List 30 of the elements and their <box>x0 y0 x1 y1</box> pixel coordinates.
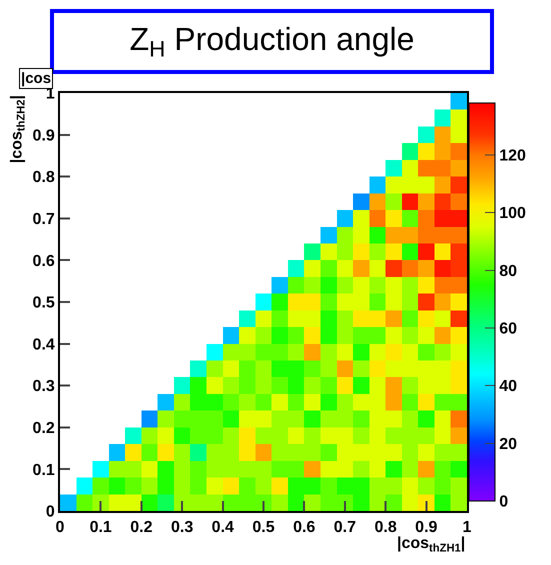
y-tick-label: 0.7 <box>32 211 55 228</box>
chart-title: Z$_{H}$ Production angle <box>130 21 414 62</box>
color-bar-label: 20 <box>499 436 518 453</box>
y-tick-label: 0.1 <box>32 462 55 479</box>
color-bar-label: 60 <box>499 320 518 338</box>
y-tick-label: 0.5 <box>32 294 55 312</box>
y-tick-label: 0.6 <box>32 252 55 270</box>
color-bar-label: 120 <box>499 148 526 165</box>
x-tick-label: 1 <box>462 519 472 536</box>
y-tick-label: 0.2 <box>32 420 55 437</box>
color-bar-label: 0 <box>499 494 508 511</box>
y-tick-label: 0.3 <box>32 378 55 396</box>
x-tick-label: 0.8 <box>374 519 397 536</box>
x-tick-label: 0.3 <box>170 519 194 536</box>
x-axis-title: |cos$_{thZH1}$| <box>397 535 466 554</box>
y-tick-label: 0.4 <box>32 336 55 354</box>
color-bar-label: 80 <box>499 262 518 280</box>
color-bar-label: 40 <box>499 378 518 396</box>
x-tick-label: 0.2 <box>130 519 153 536</box>
color-bar-label: 100 <box>499 205 526 222</box>
x-tick-label: 0.4 <box>212 519 234 536</box>
y-tick-label: 0 <box>46 504 55 521</box>
x-tick-label: 0.7 <box>334 519 356 536</box>
x-tick-label: 0.6 <box>293 519 316 536</box>
y-tick-label: 0.8 <box>32 169 55 186</box>
text: |cos <box>21 70 52 87</box>
x-tick-label: 0.5 <box>252 519 275 536</box>
x-tick-label: 0.1 <box>90 519 112 536</box>
x-tick-label: 0.9 <box>415 519 438 536</box>
y-tick-label: 0.9 <box>32 127 55 144</box>
